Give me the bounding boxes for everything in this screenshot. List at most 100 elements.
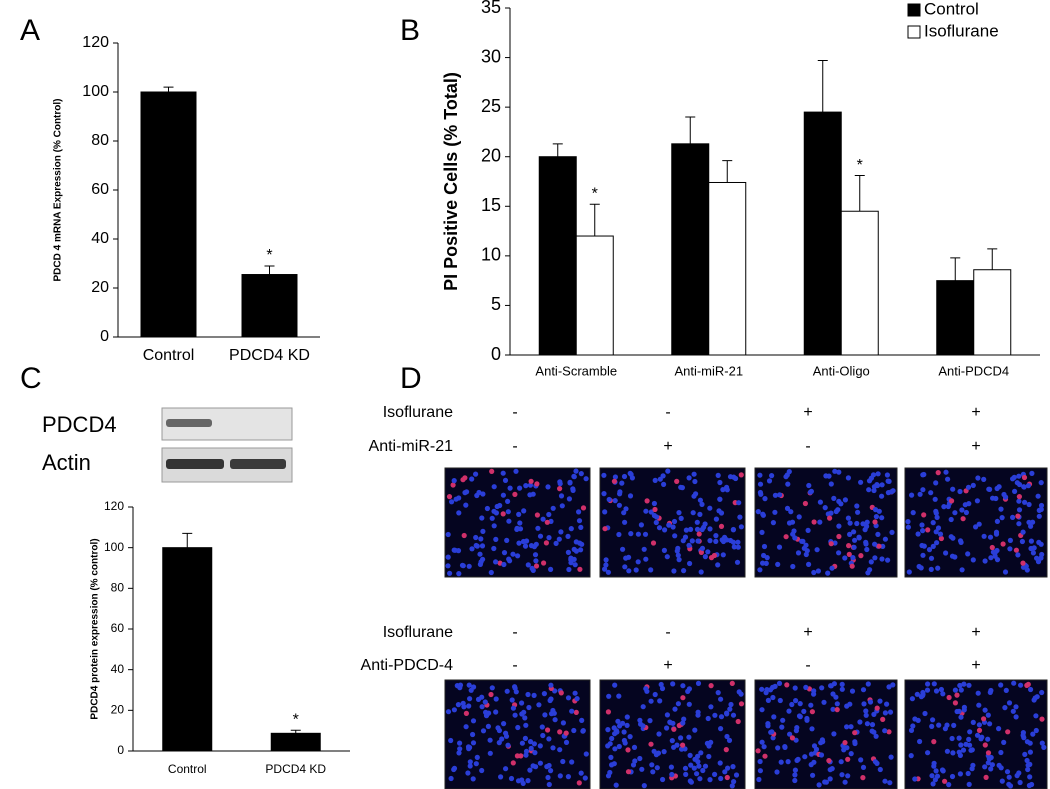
nucleus [565,533,571,540]
nucleus [874,482,881,489]
nucleus [954,692,960,698]
nucleus [795,550,802,556]
blot-band [166,419,212,427]
nucleus [706,753,712,760]
nucleus [918,565,924,571]
nucleus [981,533,987,539]
nucleus [602,509,608,515]
nucleus [535,525,541,531]
nucleus [759,707,765,713]
nucleus [517,520,523,526]
nucleus [926,547,933,553]
nucleus [527,482,534,488]
nucleus [842,555,848,561]
nucleus [1039,689,1045,696]
nucleus [633,567,639,573]
nucleus [467,759,473,765]
panel-letter: B [400,14,420,47]
nucleus [702,521,708,527]
nucleus [839,681,845,688]
nucleus [606,496,612,503]
nucleus [1021,735,1027,741]
nucleus [808,702,814,708]
nucleus [491,484,497,490]
nucleus [532,750,538,756]
nucleus [803,551,809,558]
nucleus [787,731,793,737]
nucleus [1039,716,1045,722]
significance-mark: * [857,157,863,174]
condition-sign: + [971,657,980,674]
nucleus [688,526,694,533]
nucleus [806,561,812,568]
nucleus [700,767,706,774]
nucleus [463,710,469,717]
nucleus [602,566,608,572]
nucleus [958,687,964,693]
nucleus [929,723,935,730]
nucleus [565,695,572,701]
nucleus [770,520,777,526]
nucleus [619,480,625,486]
nucleus [760,512,767,518]
nucleus [642,531,649,537]
nucleus [583,476,589,482]
nucleus [966,682,972,688]
bar [538,156,577,356]
nucleus [844,745,850,751]
nucleus [803,684,809,691]
nucleus [871,729,877,735]
nucleus [1021,484,1027,490]
nucleus [832,468,838,474]
nucleus [872,759,879,765]
nucleus [563,730,569,736]
y-tick-label: 20 [481,145,501,165]
nucleus [860,775,866,781]
nucleus [920,472,926,478]
nucleus [573,548,580,554]
y-tick-label: 0 [491,344,501,364]
nucleus [931,760,937,766]
condition-sign: - [805,438,810,455]
nucleus [863,708,869,714]
nucleus [613,782,619,788]
nucleus [909,492,915,498]
nucleus [601,491,607,497]
nucleus [653,519,659,526]
nucleus [860,764,867,771]
nucleus [678,515,684,522]
nucleus [836,498,842,504]
panel-letter: A [20,14,40,47]
nucleus [960,516,966,522]
nucleus [783,534,789,540]
nucleus [449,499,455,505]
nucleus [661,481,667,487]
nucleus [576,780,582,786]
nucleus [921,512,927,518]
nucleus [565,774,572,780]
nucleus [917,491,923,497]
nucleus [920,528,926,534]
nucleus [650,540,657,546]
nucleus [556,536,562,542]
nucleus [576,518,583,524]
nucleus [522,735,529,742]
nucleus [661,547,668,554]
nucleus [1035,493,1041,499]
nucleus [522,543,529,549]
nucleus [533,558,539,564]
nucleus [847,531,853,538]
nucleus [996,726,1002,732]
nucleus [463,502,469,508]
nucleus [507,485,513,491]
nucleus [933,688,940,694]
nucleus [491,545,497,552]
nucleus [833,508,839,515]
nucleus [887,709,894,715]
nucleus [480,491,486,497]
nucleus [775,561,781,568]
nucleus [445,563,451,569]
nucleus [625,747,631,753]
nucleus [999,778,1005,784]
